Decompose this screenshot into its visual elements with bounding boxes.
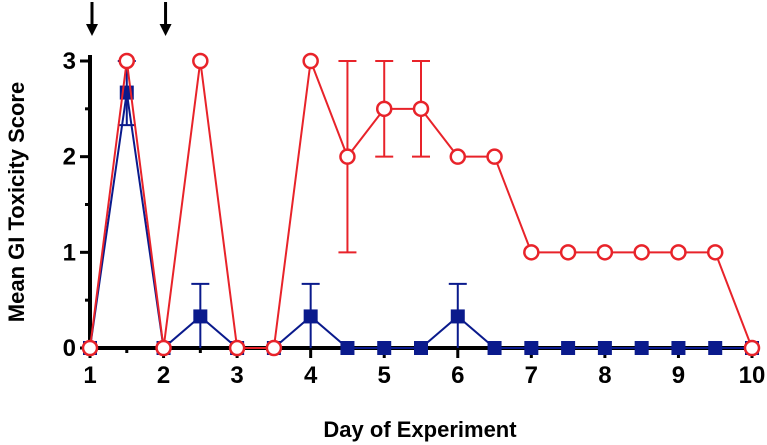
x-tick-label: 8 xyxy=(598,362,611,389)
y-tick-label: 2 xyxy=(63,144,76,171)
data-point xyxy=(561,341,576,355)
x-tick-label: 4 xyxy=(304,362,318,389)
data-point xyxy=(192,52,209,70)
data-point xyxy=(597,341,612,355)
y-tick-label: 1 xyxy=(63,239,76,266)
data-point xyxy=(524,341,539,355)
data-point xyxy=(486,148,503,165)
data-point xyxy=(559,244,577,261)
data-point xyxy=(228,339,246,357)
down-arrow-icon xyxy=(159,2,172,36)
series-layer xyxy=(81,52,761,357)
data-point xyxy=(596,244,614,261)
series-1 xyxy=(81,52,761,357)
y-tick-label: 0 xyxy=(63,335,76,362)
y-tick-label: 3 xyxy=(63,48,76,75)
data-point xyxy=(265,339,283,357)
y-axis-title: Mean GI Toxicity Score xyxy=(4,82,29,322)
data-point xyxy=(487,341,502,355)
data-point xyxy=(450,309,465,324)
data-point xyxy=(339,148,356,165)
data-point xyxy=(670,244,687,261)
data-point xyxy=(340,341,355,355)
arrow-head xyxy=(86,24,98,36)
x-tick-label: 1 xyxy=(83,362,96,389)
data-point xyxy=(412,100,430,118)
down-arrow-icon xyxy=(86,2,98,36)
data-point xyxy=(377,341,392,355)
data-point xyxy=(81,339,99,357)
data-point xyxy=(633,244,650,261)
data-point xyxy=(634,341,649,355)
x-tick-label: 6 xyxy=(451,362,464,389)
data-point xyxy=(671,341,686,355)
data-point xyxy=(743,339,761,357)
data-point xyxy=(449,148,467,165)
x-tick-label: 10 xyxy=(739,362,766,389)
arrow-head xyxy=(159,24,172,36)
data-point xyxy=(706,244,724,261)
labels-layer: Mean GI Toxicity Score Day of Experiment xyxy=(4,82,517,442)
data-point xyxy=(375,100,393,118)
data-point xyxy=(118,52,136,70)
x-tick-label: 9 xyxy=(672,362,685,389)
x-tick-label: 7 xyxy=(525,362,538,389)
data-point xyxy=(302,52,319,70)
x-tick-label: 5 xyxy=(378,362,391,389)
x-tick-label: 2 xyxy=(157,362,170,389)
data-point xyxy=(155,339,172,357)
data-point xyxy=(523,244,540,261)
data-point xyxy=(414,341,428,355)
x-tick-label: 3 xyxy=(230,362,243,389)
x-axis-title: Day of Experiment xyxy=(323,417,517,442)
data-point xyxy=(193,309,208,324)
data-point xyxy=(303,309,318,324)
data-point xyxy=(708,341,723,355)
